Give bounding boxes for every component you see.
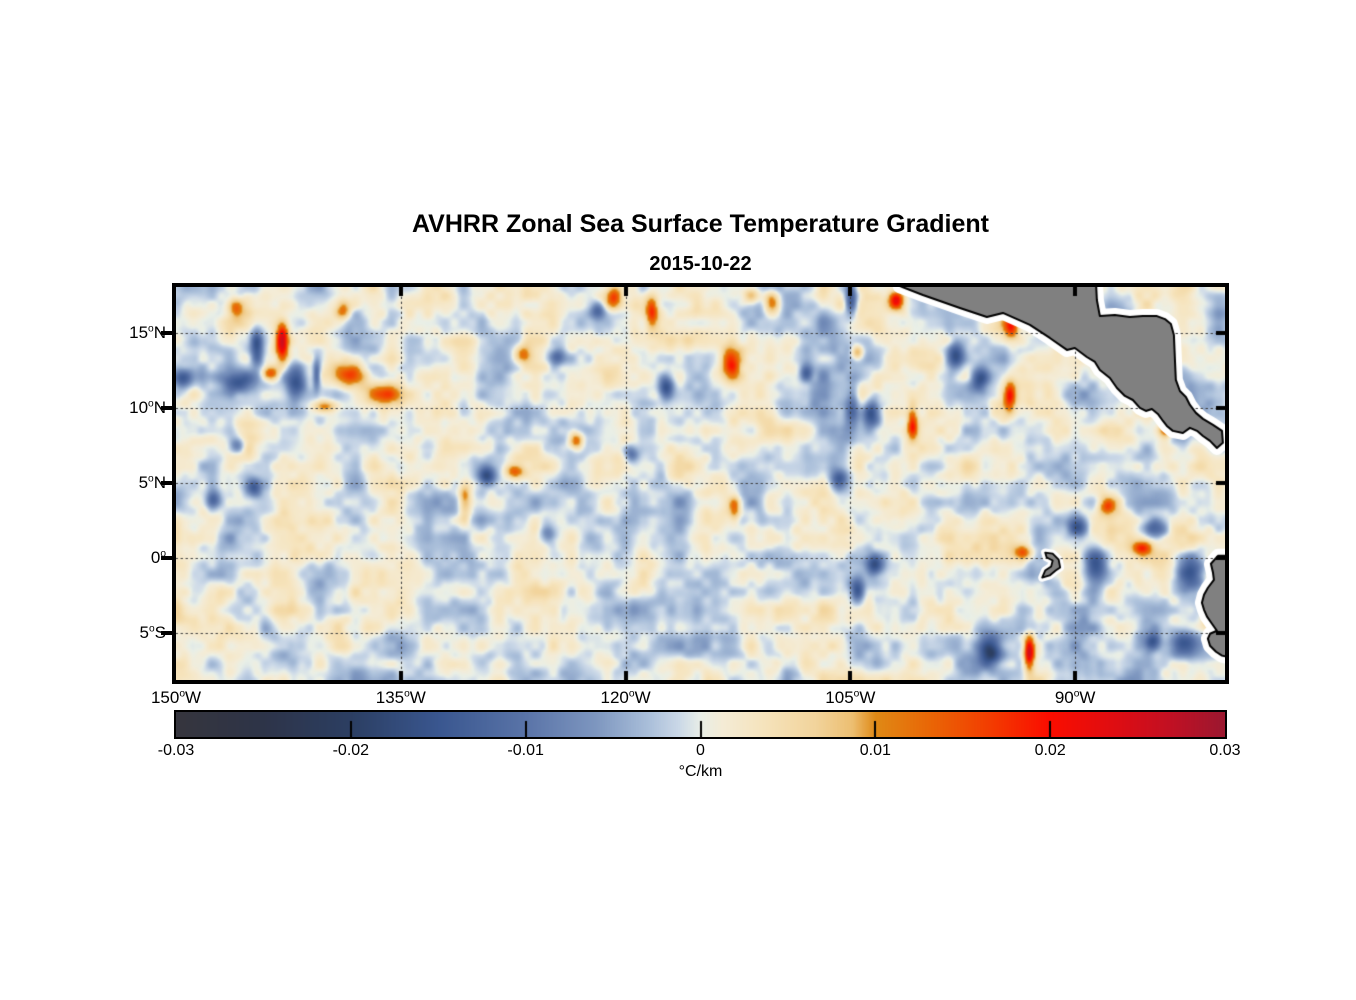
y-axis-tick-mark [161,630,172,635]
degree-superscript: o [1073,688,1080,700]
figure-date: 2015-10-22 [649,253,752,275]
colorbar-tick-label: 0 [696,742,705,759]
x-axis-tick-label: 120oW [600,688,651,707]
y-axis-tick-mark [161,331,172,335]
colorbar-tick-label: -0.01 [507,742,544,759]
y-axis-tick-mark [161,555,172,560]
degree-superscript: o [404,688,410,700]
degree-superscript: o [160,548,166,560]
y-axis-tick-mark [161,405,172,410]
colorbar [174,710,1227,739]
x-axis-tick-label: 135oW [375,688,426,707]
map-canvas [172,283,1229,684]
colorbar-tick-label: -0.03 [157,742,195,759]
y-axis-tick-label: 0o [150,547,166,567]
degree-superscript: o [148,323,154,335]
x-axis-tick-label: 150oW [150,688,202,707]
degree-superscript: o [148,473,154,485]
y-axis-tick-label: 10oN [129,397,166,417]
colorbar-tick-label: 0.01 [859,742,891,759]
x-axis-tick-label: 90oW [1054,688,1096,707]
degree-superscript: o [628,688,635,700]
y-axis-tick-label: 5oS [139,622,166,642]
degree-superscript: o [179,688,185,700]
colorbar-tick-label: 0.03 [1209,742,1241,759]
x-axis-tick-label: 105oW [825,688,876,707]
colorbar-tick-label: -0.02 [332,742,370,759]
y-axis-tick-label: 15oN [129,323,166,342]
degree-superscript: o [148,623,155,635]
colorbar-unit-label: °C/km [678,763,723,780]
figure-title: AVHRR Zonal Sea Surface Temperature Grad… [411,210,989,238]
degree-superscript: o [853,688,860,700]
degree-superscript: o [148,398,154,410]
colorbar-tick-label: 0.02 [1034,742,1066,759]
y-axis-tick-mark [161,480,172,485]
y-axis-tick-label: 5oN [138,472,166,492]
